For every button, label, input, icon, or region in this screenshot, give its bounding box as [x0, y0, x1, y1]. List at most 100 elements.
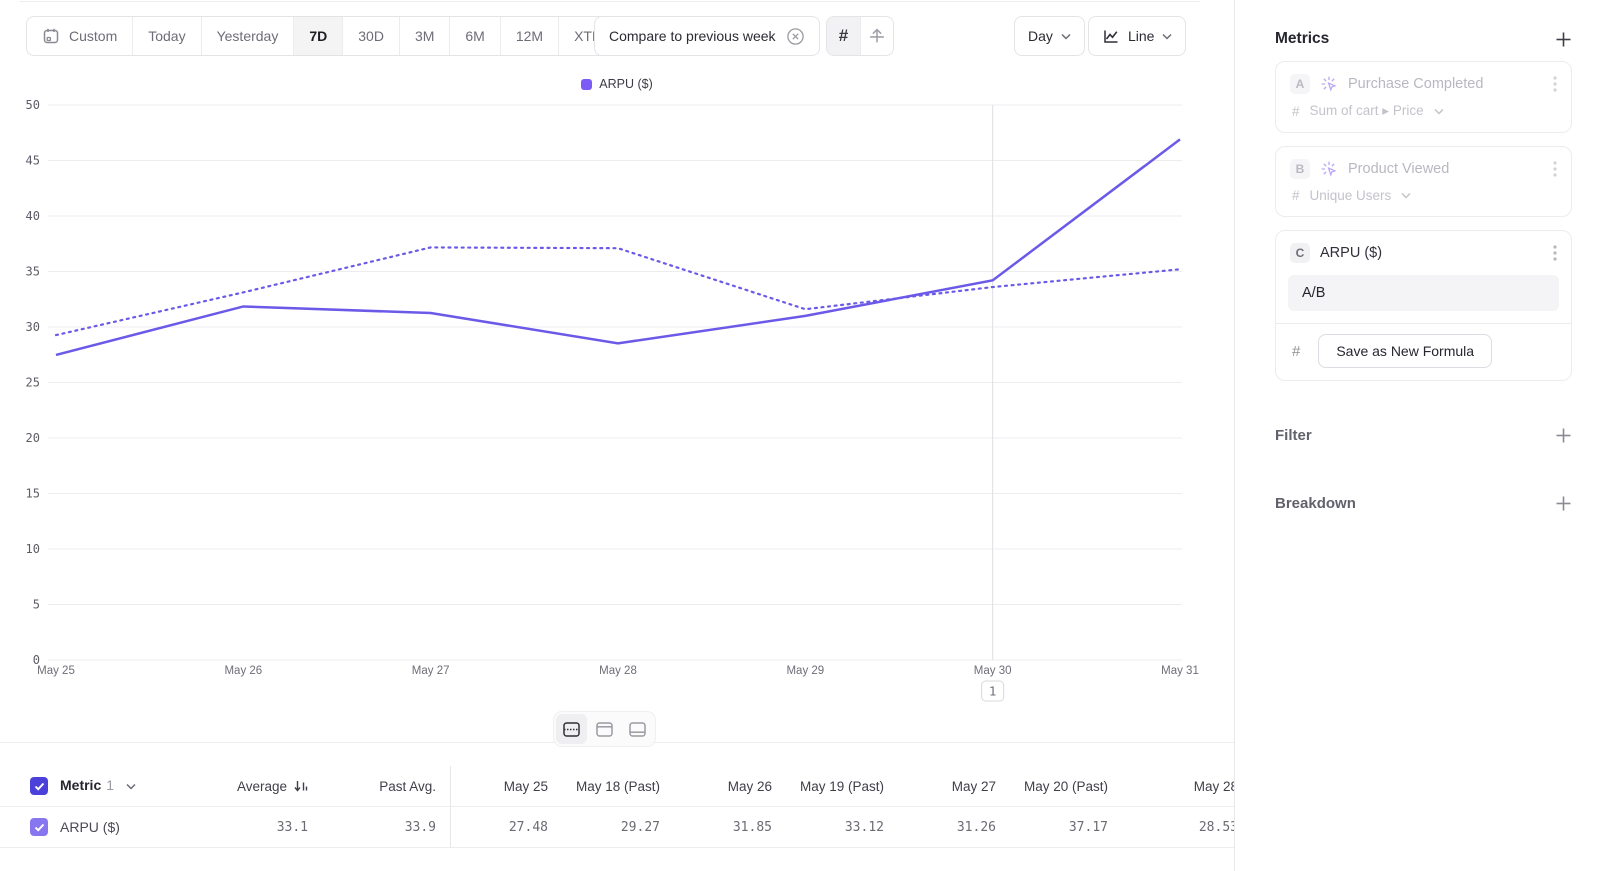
chevron-down-icon — [1061, 33, 1071, 40]
chevron-down-icon — [1401, 192, 1411, 199]
metric-row-cell: ARPU ($) — [0, 807, 210, 847]
remove-compare-icon[interactable] — [786, 27, 805, 46]
series-line-dotted — [54, 246, 1182, 337]
table-header-row: Metric 1 Average Past Avg. May 25 May 18 (Pa… — [0, 766, 1234, 807]
metric-badge: C — [1290, 243, 1310, 263]
measure-selector[interactable]: # Unique Users — [1276, 179, 1571, 203]
y-tick-label: 15 — [26, 487, 40, 501]
add-metric-icon[interactable] — [1555, 31, 1572, 48]
metric-title: ARPU ($) — [1320, 245, 1383, 261]
y-tick-label: 25 — [26, 376, 40, 390]
metric-checkbox-header[interactable] — [30, 777, 48, 795]
date-range-segmented-control: Custom Today Yesterday 7D 30D 3M 6M 12M … — [26, 16, 638, 56]
top-bar-view-icon — [596, 721, 613, 737]
date-range-yesterday[interactable]: Yesterday — [202, 17, 295, 55]
metric-card-b[interactable]: B Product Viewed # Unique Users — [1275, 146, 1572, 217]
date-range-12m[interactable]: 12M — [501, 17, 560, 55]
compare-pill[interactable]: Compare to previous week — [594, 16, 820, 56]
calendar-icon — [43, 28, 59, 44]
y-tick-label: 5 — [33, 598, 40, 612]
column-header-1[interactable]: Past Avg. — [379, 778, 436, 794]
column-header-4[interactable]: May 26 — [727, 778, 772, 794]
metric-card-a[interactable]: A Purchase Completed # Sum of cart ▸ Pri… — [1275, 61, 1572, 133]
legend-label: ARPU ($) — [599, 77, 653, 91]
x-tick-label: May 27 — [412, 665, 450, 677]
column-header-7[interactable]: May 20 (Past) — [1023, 778, 1108, 794]
event-sparkle-icon — [1321, 76, 1337, 92]
y-tick-label: 35 — [26, 265, 40, 279]
save-as-new-formula-button[interactable]: Save as New Formula — [1318, 334, 1493, 368]
date-range-3m[interactable]: 3M — [400, 17, 451, 55]
add-filter-icon[interactable] — [1555, 427, 1572, 444]
x-tick-label: May 30 — [974, 665, 1012, 677]
table-cell: 31.26 — [956, 819, 996, 835]
table-cell: 33.9 — [404, 819, 436, 835]
metric-card-c[interactable]: C ARPU ($) A/B # Save as New Formula — [1275, 230, 1572, 381]
metric-title: Purchase Completed — [1348, 76, 1484, 92]
kebab-menu-icon[interactable] — [1553, 245, 1557, 261]
flag-up-arrow-icon — [870, 28, 884, 43]
breakdown-section-header: Breakdown — [1275, 495, 1572, 512]
table-cell: 31.85 — [732, 819, 772, 835]
measure-label: Sum of cart ▸ Price — [1309, 103, 1424, 118]
metric-row-label: ARPU ($) — [60, 819, 120, 835]
date-range-30d[interactable]: 30D — [343, 17, 400, 55]
chevron-down-icon[interactable] — [126, 783, 136, 790]
split-view-toggle[interactable] — [556, 714, 587, 744]
results-table: Metric 1 Average Past Avg. May 25 May 18 (Pa… — [0, 766, 1234, 848]
formula-input[interactable]: A/B — [1288, 275, 1559, 311]
chart-view-toggle[interactable] — [589, 714, 620, 744]
annotations-toggle[interactable] — [860, 17, 893, 55]
metric-title: Product Viewed — [1348, 161, 1450, 177]
metric-header-cell: Metric 1 — [0, 766, 210, 806]
measure-selector[interactable]: # Sum of cart ▸ Price — [1276, 94, 1571, 119]
query-sidebar: Metrics A Purchase Completed — [1234, 0, 1600, 871]
column-header-2[interactable]: May 25 — [450, 766, 562, 806]
main-panel: Custom Today Yesterday 7D 30D 3M 6M 12M … — [0, 1, 1234, 848]
hash-icon: # — [1292, 103, 1300, 119]
x-tick-label: May 28 — [599, 665, 637, 677]
column-header-8[interactable]: May 28 — [1193, 778, 1234, 794]
legend-swatch — [581, 78, 593, 90]
column-header-6[interactable]: May 27 — [951, 778, 996, 794]
column-header-3[interactable]: May 18 (Past) — [575, 778, 660, 794]
table-column-headers: Average Past Avg. May 25 May 18 (Past) May 2… — [210, 766, 1234, 806]
date-range-custom[interactable]: Custom — [27, 17, 134, 55]
table-cell: 29.27 — [620, 819, 660, 835]
grid-values-toggle[interactable]: # — [827, 17, 860, 55]
date-range-7d[interactable]: 7D — [294, 17, 344, 55]
metric-row-checkbox[interactable] — [30, 818, 48, 836]
chart-type-label: Line — [1128, 28, 1155, 44]
card-top-border — [20, 1, 1200, 2]
y-tick-label: 50 — [26, 98, 40, 112]
line-chart: 0 5 10 15 20 25 30 35 40 45 50 1 May 25 May 26 May 27 M… — [26, 98, 1199, 702]
breakdown-title: Breakdown — [1275, 495, 1356, 512]
chart-type-dropdown[interactable]: Line — [1088, 16, 1187, 56]
annotation-badge[interactable] — [981, 680, 1005, 702]
date-range-6m[interactable]: 6M — [450, 17, 501, 55]
kebab-menu-icon[interactable] — [1553, 161, 1557, 177]
date-range-today[interactable]: Today — [133, 17, 202, 55]
table-row: ARPU ($) 33.1 33.9 27.48 29.27 31.85 33.12 31.… — [0, 807, 1234, 848]
metric-badge: A — [1290, 74, 1310, 94]
hash-icon: # — [838, 26, 849, 45]
metric-header-label[interactable]: Metric 1 — [60, 777, 115, 793]
filter-title: Filter — [1275, 427, 1312, 444]
x-tick-label: May 31 — [1161, 665, 1199, 677]
sort-icon[interactable] — [293, 779, 308, 793]
interval-dropdown[interactable]: Day — [1014, 16, 1085, 56]
column-header-0[interactable]: Average — [210, 766, 322, 806]
formula-value: A/B — [1302, 285, 1326, 301]
chart-legend[interactable]: ARPU ($) — [0, 77, 1234, 91]
y-tick-label: 20 — [26, 431, 40, 445]
annotation-label[interactable]: 1 — [989, 684, 997, 699]
table-row-values: 33.1 33.9 27.48 29.27 31.85 33.12 31.26 37.17 28… — [210, 807, 1234, 847]
add-breakdown-icon[interactable] — [1555, 495, 1572, 512]
split-view-icon — [563, 721, 580, 737]
y-tick-label: 40 — [26, 209, 40, 223]
column-header-5[interactable]: May 19 (Past) — [799, 778, 884, 794]
metric-badge: B — [1290, 159, 1310, 179]
check-icon — [34, 823, 44, 832]
table-view-toggle[interactable] — [622, 714, 653, 744]
kebab-menu-icon[interactable] — [1553, 76, 1557, 92]
